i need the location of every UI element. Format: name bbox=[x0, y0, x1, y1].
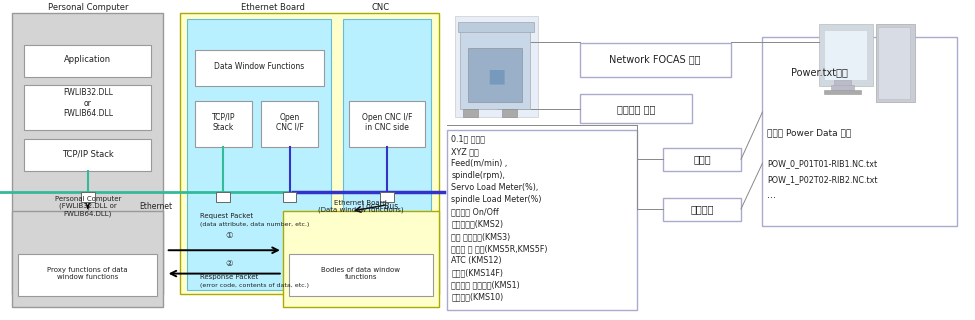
FancyBboxPatch shape bbox=[762, 37, 957, 226]
Text: 칩블로어(KMS10): 칩블로어(KMS10) bbox=[451, 293, 504, 302]
FancyBboxPatch shape bbox=[876, 24, 915, 102]
FancyBboxPatch shape bbox=[819, 24, 873, 86]
Text: Ethernet: Ethernet bbox=[139, 202, 173, 211]
Text: Network FOCAS 통신: Network FOCAS 통신 bbox=[609, 54, 701, 64]
Text: Application: Application bbox=[64, 55, 111, 64]
FancyBboxPatch shape bbox=[283, 211, 439, 307]
FancyBboxPatch shape bbox=[455, 16, 538, 117]
FancyBboxPatch shape bbox=[195, 101, 252, 147]
Text: Request Packet: Request Packet bbox=[200, 213, 253, 219]
Text: Proxy functions of data
window functions: Proxy functions of data window functions bbox=[48, 267, 128, 280]
Text: 0.1초 단위로: 0.1초 단위로 bbox=[451, 135, 486, 144]
FancyBboxPatch shape bbox=[502, 109, 517, 117]
Text: Personal Computer: Personal Computer bbox=[48, 4, 128, 12]
FancyBboxPatch shape bbox=[580, 43, 731, 77]
FancyBboxPatch shape bbox=[261, 101, 318, 147]
Text: Ethernet Board: Ethernet Board bbox=[241, 4, 305, 12]
FancyBboxPatch shape bbox=[458, 22, 534, 32]
FancyBboxPatch shape bbox=[878, 27, 910, 99]
Text: Response Packet: Response Packet bbox=[200, 274, 258, 280]
Text: Open
CNC I/F: Open CNC I/F bbox=[276, 113, 303, 132]
Text: (data attribute, data number, etc.): (data attribute, data number, etc.) bbox=[200, 222, 309, 227]
Text: ATC (KMS12): ATC (KMS12) bbox=[451, 256, 502, 265]
FancyBboxPatch shape bbox=[283, 192, 296, 202]
Text: (error code, contents of data, etc.): (error code, contents of data, etc.) bbox=[200, 283, 309, 288]
Text: 주축 윤활펌프(KMS3): 주축 윤활펌프(KMS3) bbox=[451, 232, 511, 241]
FancyBboxPatch shape bbox=[12, 211, 163, 307]
FancyBboxPatch shape bbox=[12, 13, 163, 294]
Text: ■: ■ bbox=[488, 67, 505, 86]
FancyBboxPatch shape bbox=[468, 48, 522, 102]
FancyBboxPatch shape bbox=[343, 19, 431, 290]
FancyBboxPatch shape bbox=[831, 85, 854, 90]
FancyBboxPatch shape bbox=[24, 139, 151, 171]
Text: 스크류 칩 배출(KMS5R,KMS5F): 스크류 칩 배출(KMS5R,KMS5F) bbox=[451, 244, 548, 253]
FancyBboxPatch shape bbox=[463, 109, 478, 117]
FancyBboxPatch shape bbox=[24, 45, 151, 77]
Text: FWLIB32.DLL
or
FWLIB64.DLL: FWLIB32.DLL or FWLIB64.DLL bbox=[62, 88, 113, 118]
Text: TCP/IP
Stack: TCP/IP Stack bbox=[212, 113, 235, 132]
Text: Local Bus: Local Bus bbox=[362, 202, 399, 211]
FancyBboxPatch shape bbox=[289, 254, 433, 296]
FancyBboxPatch shape bbox=[380, 192, 394, 202]
FancyBboxPatch shape bbox=[663, 148, 741, 171]
Text: ...: ... bbox=[767, 190, 776, 200]
FancyBboxPatch shape bbox=[187, 19, 332, 290]
Text: Personal Computer
(FWLIB32.DLL or
FWLIB64.DLL): Personal Computer (FWLIB32.DLL or FWLIB6… bbox=[55, 196, 121, 217]
Text: 가공완료: 가공완료 bbox=[690, 204, 714, 214]
Text: 기타요소 On/Off: 기타요소 On/Off bbox=[451, 208, 499, 217]
FancyBboxPatch shape bbox=[824, 30, 867, 80]
FancyBboxPatch shape bbox=[460, 24, 530, 109]
FancyBboxPatch shape bbox=[663, 198, 741, 221]
Text: Open CNC I/F
in CNC side: Open CNC I/F in CNC side bbox=[362, 113, 412, 132]
Text: 매거진(KMS14F): 매거진(KMS14F) bbox=[451, 268, 503, 277]
Text: Power.txt생성: Power.txt생성 bbox=[791, 67, 847, 77]
Text: CNC: CNC bbox=[371, 4, 389, 12]
FancyBboxPatch shape bbox=[824, 90, 861, 94]
Text: Bodies of data window
functions: Bodies of data window functions bbox=[321, 267, 401, 280]
Text: POW_1_P02T02-RIB2.NC.txt: POW_1_P02T02-RIB2.NC.txt bbox=[767, 175, 878, 184]
Text: 기계상태 감지: 기계상태 감지 bbox=[616, 104, 655, 114]
Text: Feed(m/min) ,: Feed(m/min) , bbox=[451, 159, 508, 168]
Text: TCP/IP Stack: TCP/IP Stack bbox=[61, 150, 114, 159]
Text: XYZ 좌표: XYZ 좌표 bbox=[451, 147, 479, 156]
FancyBboxPatch shape bbox=[349, 101, 425, 147]
FancyBboxPatch shape bbox=[180, 13, 439, 294]
Text: 주냉각펌프(KMS2): 주냉각펌프(KMS2) bbox=[451, 220, 503, 229]
Text: spindle(rpm),: spindle(rpm), bbox=[451, 171, 505, 180]
FancyBboxPatch shape bbox=[24, 85, 151, 130]
Text: Ethernet Board
(Data window functions): Ethernet Board (Data window functions) bbox=[318, 200, 404, 213]
Text: ②: ② bbox=[225, 260, 233, 268]
FancyBboxPatch shape bbox=[195, 50, 324, 86]
FancyBboxPatch shape bbox=[18, 254, 157, 296]
FancyBboxPatch shape bbox=[216, 192, 230, 202]
FancyBboxPatch shape bbox=[834, 80, 851, 86]
Text: 슬라이드 윤활펌프(KMS1): 슬라이드 윤활펌프(KMS1) bbox=[451, 281, 521, 290]
Text: ①: ① bbox=[225, 231, 233, 240]
Text: 가공중: 가공중 bbox=[693, 154, 711, 164]
Text: POW_0_P01T01-RIB1.NC.txt: POW_0_P01T01-RIB1.NC.txt bbox=[767, 159, 878, 168]
Text: Servo Load Meter(%),: Servo Load Meter(%), bbox=[451, 183, 538, 192]
Text: 각각의 Power Data 저장: 각각의 Power Data 저장 bbox=[767, 128, 851, 137]
FancyBboxPatch shape bbox=[580, 94, 692, 123]
Text: Data Window Functions: Data Window Functions bbox=[214, 62, 304, 71]
FancyBboxPatch shape bbox=[447, 130, 637, 310]
Text: spindle Load Meter(%): spindle Load Meter(%) bbox=[451, 196, 542, 204]
FancyBboxPatch shape bbox=[81, 192, 95, 202]
